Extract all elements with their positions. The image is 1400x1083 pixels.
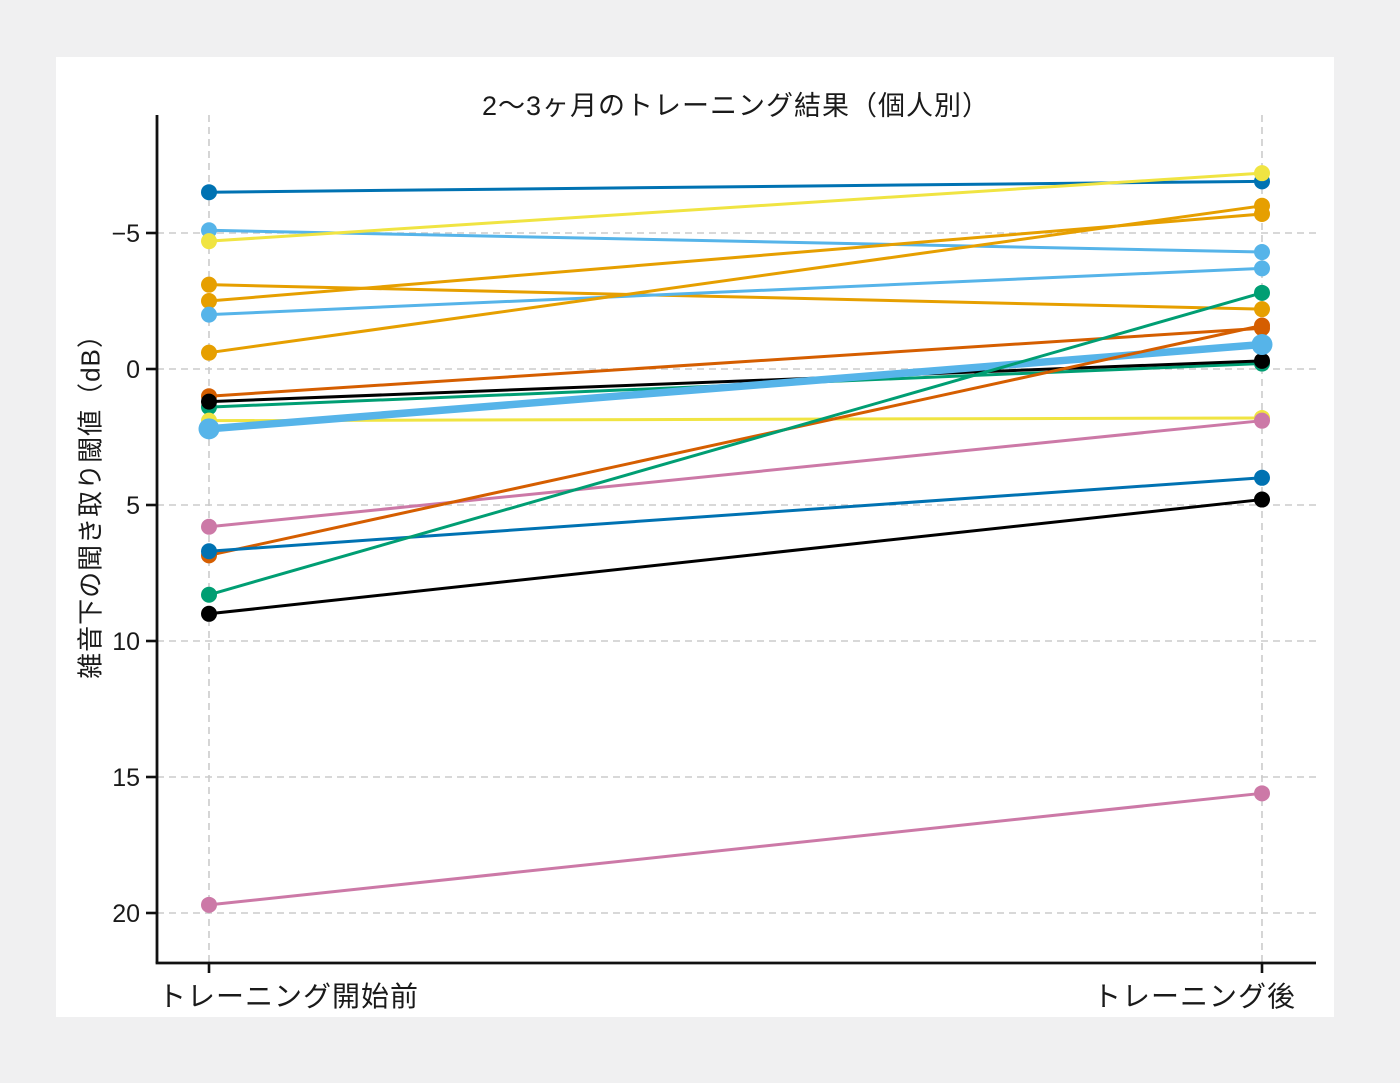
y-tick-label: 0 bbox=[126, 356, 140, 384]
data-point-before bbox=[201, 293, 217, 309]
series-line bbox=[208, 204, 1263, 355]
series-individual-17 bbox=[201, 785, 1270, 913]
series-individual-4 bbox=[201, 276, 1270, 318]
data-point-before bbox=[201, 543, 217, 560]
data-point-before bbox=[198, 418, 220, 440]
data-point-after bbox=[1254, 491, 1270, 508]
data-point-before bbox=[201, 896, 217, 913]
series-line bbox=[208, 291, 1263, 597]
data-point-before bbox=[201, 276, 217, 293]
series-individual-5 bbox=[201, 205, 1270, 309]
y-tick-label: 20 bbox=[112, 900, 140, 928]
axis-layer bbox=[146, 115, 1316, 973]
series-line bbox=[208, 212, 1263, 303]
data-point-after bbox=[1254, 284, 1270, 301]
data-point-after bbox=[1254, 260, 1270, 277]
data-point-after bbox=[1254, 412, 1270, 429]
data-point-before bbox=[201, 306, 217, 323]
data-point-after bbox=[1254, 352, 1270, 369]
data-point-after bbox=[1254, 317, 1270, 334]
series-line bbox=[208, 228, 1263, 254]
data-point-before bbox=[201, 184, 217, 201]
series-line bbox=[208, 283, 1263, 311]
series-individual-15 bbox=[201, 284, 1270, 603]
series-line bbox=[208, 340, 1263, 433]
series-line bbox=[208, 324, 1263, 557]
data-point-after bbox=[1254, 301, 1270, 318]
data-point-before bbox=[201, 605, 217, 622]
y-tick-label: 15 bbox=[112, 764, 140, 792]
data-point-after bbox=[1251, 334, 1273, 356]
series-line bbox=[208, 171, 1263, 243]
data-point-before bbox=[201, 233, 217, 250]
series-line bbox=[208, 419, 1263, 529]
data-point-after bbox=[1254, 469, 1270, 486]
series-individual-1 bbox=[201, 173, 1270, 201]
x-tick-label-after: トレーニング後 bbox=[1092, 981, 1296, 1012]
data-point-after bbox=[1254, 244, 1270, 261]
series-individual-7 bbox=[201, 197, 1270, 361]
data-point-after bbox=[1254, 785, 1270, 802]
y-tick-label: −5 bbox=[111, 220, 140, 248]
series-individual-14 bbox=[201, 469, 1270, 560]
series-line bbox=[208, 791, 1263, 907]
data-point-after bbox=[1254, 165, 1270, 182]
y-tick-label: 5 bbox=[126, 492, 140, 520]
data-point-before bbox=[201, 344, 217, 361]
y-axis-label: 雑音下の聞き取り閾値（dB） bbox=[75, 321, 106, 679]
data-point-before bbox=[201, 518, 217, 535]
series-average bbox=[198, 334, 1273, 440]
series-line bbox=[208, 359, 1263, 404]
chart-title: 2〜3ヶ月のトレーニング結果（個人別） bbox=[481, 91, 991, 121]
data-point-after bbox=[1254, 197, 1270, 214]
series-individual-16 bbox=[201, 491, 1270, 622]
data-point-before bbox=[201, 393, 217, 410]
series-line bbox=[208, 498, 1263, 616]
series-line bbox=[208, 326, 1263, 398]
series-individual-12 bbox=[201, 412, 1270, 535]
figure-card bbox=[56, 57, 1334, 1017]
series-line bbox=[208, 416, 1263, 423]
data-point-before bbox=[201, 586, 217, 603]
series-line bbox=[208, 266, 1263, 317]
y-tick-labels: −5 0 5 10 15 20 bbox=[111, 220, 140, 928]
series-individual-6 bbox=[201, 260, 1270, 323]
series-layer bbox=[198, 165, 1273, 913]
series-line bbox=[208, 476, 1263, 553]
y-tick-label: 10 bbox=[112, 628, 140, 656]
series-individual-3 bbox=[201, 165, 1270, 250]
series-individual-10 bbox=[201, 352, 1270, 410]
x-tick-label-before: トレーニング開始前 bbox=[158, 981, 420, 1012]
